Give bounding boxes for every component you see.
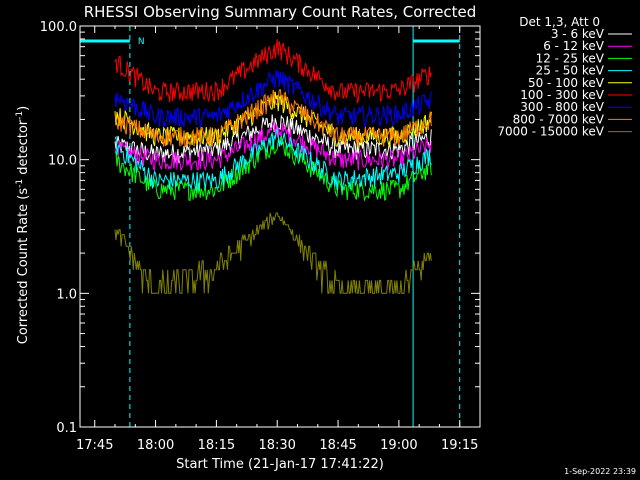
chart-title: RHESSI Observing Summary Count Rates, Co… [84,3,477,21]
series-line-6 [114,39,432,104]
y-label-sup-2: -1 [15,111,25,120]
x-tick-label-6: 19:00 [380,438,417,453]
series-line-3 [114,135,432,202]
series-line-9 [114,212,432,294]
axis-ticks: 17:45 18:00 18:15 18:30 18:45 19:00 19:15 0.1 1.… [40,20,480,453]
y-label-sup-1: -1 [15,179,25,188]
night-flag-label: N [138,37,145,47]
series-line-4 [114,127,432,192]
series-line-8 [114,88,432,149]
legend-label-8: 800 - 7000 keV [513,112,605,126]
timestamp: 1-Sep-2022 23:39 [564,467,636,476]
x-tick-label-5: 18:45 [319,438,356,453]
y-tick-label-1: 0.1 [56,421,77,436]
legend-label-4: 25 - 50 keV [536,64,605,78]
legend-label-2: 6 - 12 keV [543,39,605,53]
x-axis-label: Start Time (21-Jan-17 17:41:22) [176,457,384,472]
legend-header: Det 1,3, Att 0 [519,15,600,29]
x-tick-label-1: 17:45 [76,438,113,453]
legend-label-1: 3 - 6 keV [551,27,605,41]
y-label-mid: detector [16,119,31,179]
y-tick-label-3: 10.0 [48,154,77,169]
series-line-2 [114,121,432,171]
y-tick-label-2: 1.0 [56,287,77,302]
legend-label-6: 100 - 300 keV [520,88,604,102]
legend-label-7: 300 - 800 keV [520,100,604,114]
series-line-7 [114,69,432,128]
y-label-main: Corrected Count Rate (s [16,188,31,345]
plot-frame [79,25,481,428]
legend-label-3: 12 - 25 keV [536,51,605,65]
y-tick-label-4: 100.0 [40,20,77,35]
legend-label-5: 50 - 100 keV [528,76,605,90]
y-label-end: ) [16,106,31,111]
x-tick-label-7: 19:15 [441,438,478,453]
x-tick-label-3: 18:15 [198,438,235,453]
plot-area: N [79,26,461,427]
legend-label-9: 7000 - 15000 keV [497,125,604,139]
x-tick-label-4: 18:30 [258,438,295,453]
x-tick-label-2: 18:00 [137,438,174,453]
y-axis-label: Corrected Count Rate (s-1 detector-1) [15,106,31,344]
